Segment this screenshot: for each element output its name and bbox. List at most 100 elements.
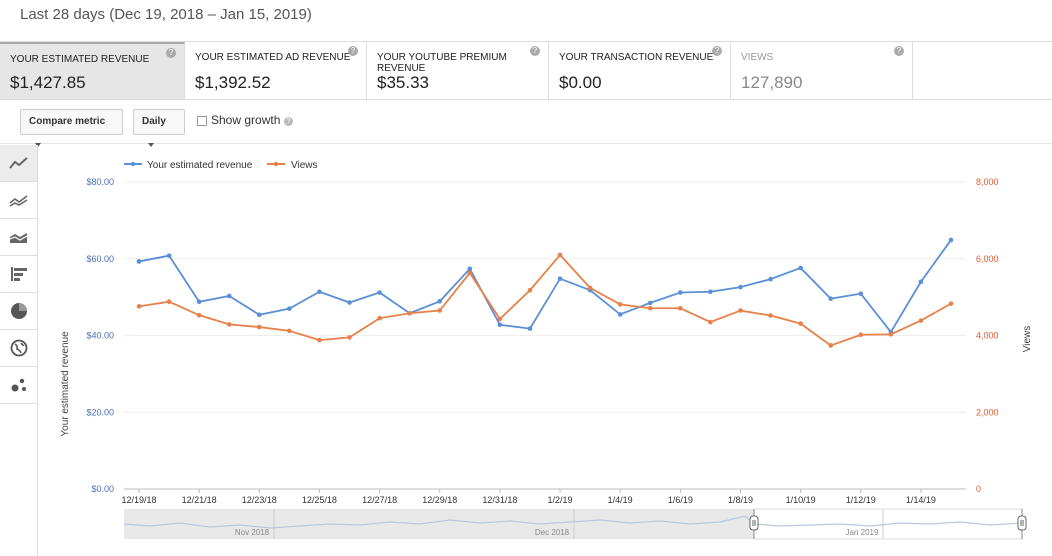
data-point-views <box>136 304 142 309</box>
chart-grid <box>124 181 966 490</box>
data-point-revenue <box>377 290 382 295</box>
legend-label-revenue[interactable]: Your estimated revenue <box>147 160 253 171</box>
data-point-views <box>196 312 202 318</box>
y2-tick-label: 8,000 <box>976 177 999 187</box>
series-line-revenue <box>138 239 952 334</box>
multiline-chart-button[interactable] <box>0 182 37 219</box>
compare-metric-dropdown[interactable]: Compare metric <box>20 109 123 148</box>
metric-tab-estimated-revenue[interactable]: YOUR ESTIMATED REVENUE $1,427.85 ? <box>0 42 185 99</box>
data-point-revenue <box>617 312 623 317</box>
metric-tab-premium-revenue[interactable]: YOUR YOUTUBE PREMIUM REVENUE $35.33 ? <box>367 42 549 99</box>
data-point-revenue <box>678 290 683 295</box>
data-point-revenue <box>256 312 262 318</box>
data-point-views <box>317 337 322 343</box>
data-point-revenue <box>948 237 954 243</box>
multiline-chart-icon <box>9 195 27 207</box>
metric-label: YOUR ESTIMATED AD REVENUE <box>195 52 351 63</box>
x-axis-ticks: 12/19/18 12/21/18 12/23/18 12/25/18 12/27/18… <box>121 489 936 505</box>
metric-value: 127,890 <box>741 73 803 92</box>
data-point-revenue <box>557 276 563 282</box>
bubble-chart-icon <box>11 378 26 392</box>
data-point-views <box>287 328 292 334</box>
metric-tab-transaction-revenue[interactable]: YOUR TRANSACTION REVENUE $0.00 ? <box>549 42 731 99</box>
metric-value: $1,427.85 <box>10 73 86 92</box>
help-icon[interactable]: ? <box>348 46 358 56</box>
data-point-revenue <box>798 265 803 271</box>
data-point-views <box>798 321 803 326</box>
legend-marker-revenue <box>130 161 136 167</box>
interval-label: Daily <box>142 116 166 127</box>
y2-tick-label: 2,000 <box>976 407 999 417</box>
revenue-views-chart: Your estimated revenue Views Your estima… <box>60 160 1033 540</box>
data-point-revenue <box>347 300 352 305</box>
caret-down-icon <box>35 143 41 148</box>
pie-chart-button[interactable] <box>0 293 37 330</box>
y-tick-label: $60.00 <box>86 254 114 264</box>
pie-chart-icon <box>10 303 27 319</box>
data-point-revenue <box>527 326 533 331</box>
data-point-views <box>708 319 713 325</box>
y-axis-title: Your estimated revenue <box>60 331 71 437</box>
bar-chart-icon <box>10 267 27 281</box>
data-point-views <box>377 315 382 321</box>
data-point-views <box>407 310 412 316</box>
x-tick-label: 1/12/19 <box>846 495 876 505</box>
data-point-views <box>166 299 172 305</box>
legend-label-views[interactable]: Views <box>291 160 318 171</box>
navigator-sparkline <box>123 515 1023 529</box>
data-point-revenue <box>768 276 773 282</box>
data-point-revenue <box>226 293 232 299</box>
data-point-revenue <box>467 266 473 272</box>
x-tick-label: 12/29/18 <box>422 495 457 505</box>
help-icon[interactable]: ? <box>166 48 176 58</box>
bar-chart-button[interactable] <box>0 256 37 293</box>
y-tick-label: $0.00 <box>91 484 114 494</box>
help-icon[interactable]: ? <box>530 46 540 56</box>
data-point-revenue <box>858 291 864 296</box>
metric-label: YOUR TRANSACTION REVENUE <box>559 52 714 63</box>
x-tick-label: 12/31/18 <box>482 495 517 505</box>
metric-tab-views[interactable]: VIEWS 127,890 ? <box>731 42 913 99</box>
help-icon[interactable]: ? <box>712 46 722 56</box>
data-point-revenue <box>647 300 653 306</box>
help-icon[interactable]: ? <box>894 46 904 56</box>
interval-dropdown[interactable]: Daily <box>133 109 185 148</box>
data-point-views <box>226 322 232 327</box>
data-point-revenue <box>828 296 834 301</box>
navigator-left-handle[interactable] <box>749 509 759 539</box>
globe-button[interactable] <box>0 330 37 367</box>
data-point-revenue <box>497 322 503 328</box>
help-icon[interactable]: ? <box>284 117 293 126</box>
x-tick-label: 12/27/18 <box>362 495 397 505</box>
data-point-revenue <box>918 279 924 285</box>
data-point-views <box>918 318 924 323</box>
data-point-views <box>948 301 954 306</box>
navigator-right-handle[interactable] <box>1017 509 1027 539</box>
y2-tick-label: 4,000 <box>976 331 999 341</box>
data-point-revenue <box>166 253 172 258</box>
y-axis-ticks: $0.00 $20.00 $40.00 $60.00 $80.00 <box>86 177 114 494</box>
date-range-label: Last 28 days (Dec 19, 2018 – Jan 15, 201… <box>20 6 312 23</box>
stacked-area-button[interactable] <box>0 219 37 256</box>
chart-type-sidebar <box>0 145 38 556</box>
line-chart-icon <box>8 157 28 169</box>
y-tick-label: $20.00 <box>86 407 114 417</box>
show-growth-checkbox[interactable] <box>197 116 207 126</box>
line-chart-button[interactable] <box>0 145 37 182</box>
x-tick-label: 12/21/18 <box>182 495 217 505</box>
show-growth-label[interactable]: Show growth <box>211 113 281 127</box>
data-point-views <box>557 252 563 258</box>
y2-axis-ticks: 0 2,000 4,000 6,000 8,000 <box>976 177 999 494</box>
range-navigator[interactable]: Nov 2018 Dec 2018 Jan 2019 <box>123 508 1027 540</box>
data-point-revenue <box>738 284 743 290</box>
data-point-views <box>497 316 503 322</box>
data-point-views <box>647 305 653 311</box>
metric-tab-ad-revenue[interactable]: YOUR ESTIMATED AD REVENUE $1,392.52 ? <box>185 42 367 99</box>
x-tick-label: 1/14/19 <box>906 495 936 505</box>
navigator-unselected-range <box>124 509 754 539</box>
data-point-views <box>347 335 352 340</box>
chart-legend: Your estimated revenue Views <box>124 160 318 171</box>
metric-value: $0.00 <box>559 73 602 92</box>
navigator-label: Jan 2019 <box>846 528 879 537</box>
bubble-chart-button[interactable] <box>0 367 37 404</box>
